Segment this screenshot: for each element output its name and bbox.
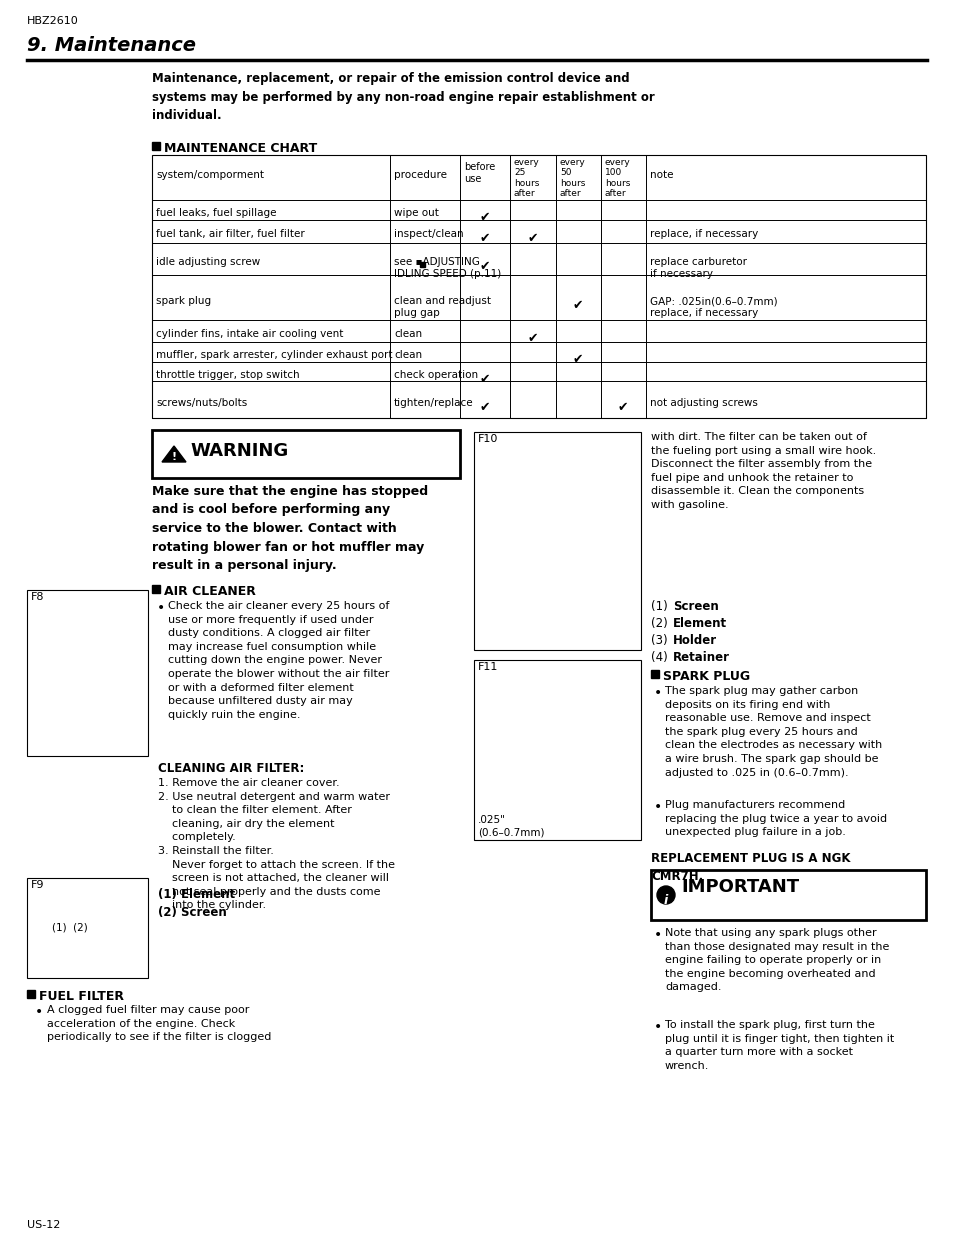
Text: F9: F9	[30, 881, 45, 890]
Text: throttle trigger, stop switch: throttle trigger, stop switch	[156, 370, 299, 380]
Text: •: •	[35, 1005, 43, 1019]
Text: use: use	[463, 174, 481, 184]
Text: clean and readjust
plug gap: clean and readjust plug gap	[394, 296, 491, 319]
Text: Holder: Holder	[672, 634, 717, 647]
Text: replace carburetor
if necessary: replace carburetor if necessary	[649, 257, 746, 279]
Text: check operation: check operation	[394, 370, 477, 380]
Bar	[152, 142, 160, 149]
Text: clean: clean	[394, 350, 421, 359]
Text: Plug manufacturers recommend
replacing the plug twice a year to avoid
unexpected: Plug manufacturers recommend replacing t…	[664, 800, 886, 837]
Text: .025"
(0.6–0.7mm): .025" (0.6–0.7mm)	[477, 815, 544, 837]
Bar	[650, 671, 659, 678]
Text: replace, if necessary: replace, if necessary	[649, 228, 758, 240]
Text: To install the spark plug, first turn the
plug until it is finger tight, then ti: To install the spark plug, first turn th…	[664, 1020, 893, 1071]
Text: A clogged fuel filter may cause poor
acceleration of the engine. Check
periodica: A clogged fuel filter may cause poor acc…	[47, 1005, 271, 1042]
Bar	[27, 878, 148, 978]
Text: every
50
hours
after: every 50 hours after	[559, 158, 585, 198]
Text: muffler, spark arrester, cylinder exhaust port: muffler, spark arrester, cylinder exhaus…	[156, 350, 392, 359]
Text: ✔: ✔	[618, 401, 628, 414]
Text: (3): (3)	[650, 634, 671, 647]
Text: with dirt. The filter can be taken out of
the fueling port using a small wire ho: with dirt. The filter can be taken out o…	[650, 432, 876, 510]
Text: ✔: ✔	[572, 299, 582, 312]
Bar	[152, 430, 459, 478]
Text: FUEL FILTER: FUEL FILTER	[39, 990, 124, 1003]
Text: F10: F10	[477, 433, 497, 445]
Text: ✔: ✔	[479, 261, 490, 273]
Polygon shape	[162, 446, 186, 462]
Text: REPLACEMENT PLUG IS A NGK
CMR7H.: REPLACEMENT PLUG IS A NGK CMR7H.	[650, 852, 850, 883]
Bar	[650, 869, 925, 920]
Text: F8: F8	[30, 592, 45, 601]
Circle shape	[657, 885, 675, 904]
Text: idle adjusting screw: idle adjusting screw	[156, 257, 260, 267]
Text: (1) Element
(2) Screen: (1) Element (2) Screen	[158, 888, 234, 919]
Text: tighten/replace: tighten/replace	[394, 398, 473, 408]
Text: Make sure that the engine has stopped
and is cool before performing any
service : Make sure that the engine has stopped an…	[152, 485, 428, 572]
Text: ✔: ✔	[479, 401, 490, 414]
Text: •: •	[157, 601, 165, 615]
Bar	[27, 590, 148, 756]
Text: fuel leaks, fuel spillage: fuel leaks, fuel spillage	[156, 207, 276, 219]
Text: IMPORTANT: IMPORTANT	[680, 878, 799, 897]
Text: fuel tank, air filter, fuel filter: fuel tank, air filter, fuel filter	[156, 228, 304, 240]
Text: wipe out: wipe out	[394, 207, 438, 219]
Text: AIR CLEANER: AIR CLEANER	[164, 585, 255, 598]
Text: not adjusting screws: not adjusting screws	[649, 398, 757, 408]
Text: spark plug: spark plug	[156, 296, 211, 306]
Text: •: •	[654, 927, 661, 942]
Text: HBZ2610: HBZ2610	[27, 16, 79, 26]
Text: ✔: ✔	[527, 232, 537, 245]
Text: 1. Remove the air cleaner cover.
2. Use neutral detergent and warm water
    to : 1. Remove the air cleaner cover. 2. Use …	[158, 778, 395, 910]
Text: ✔: ✔	[572, 353, 582, 366]
Text: GAP: .025in(0.6–0.7mm)
replace, if necessary: GAP: .025in(0.6–0.7mm) replace, if neces…	[649, 296, 777, 319]
Text: ✔: ✔	[479, 211, 490, 224]
Text: before: before	[463, 162, 495, 172]
Text: every
25
hours
after: every 25 hours after	[514, 158, 539, 198]
Text: cylinder fins, intake air cooling vent: cylinder fins, intake air cooling vent	[156, 329, 343, 338]
Bar	[27, 990, 35, 998]
Text: Check the air cleaner every 25 hours of
use or more frequently if used under
dus: Check the air cleaner every 25 hours of …	[168, 601, 389, 720]
Text: i: i	[663, 893, 667, 906]
Text: ✔: ✔	[479, 373, 490, 387]
Bar	[474, 432, 640, 650]
Text: Retainer: Retainer	[672, 651, 729, 664]
Text: clean: clean	[394, 329, 421, 338]
Text: ✔: ✔	[527, 332, 537, 345]
Text: !: !	[172, 452, 176, 462]
Text: 9. Maintenance: 9. Maintenance	[27, 36, 195, 56]
Text: Element: Element	[672, 618, 726, 630]
Bar	[474, 659, 640, 840]
Text: WARNING: WARNING	[190, 442, 288, 459]
Bar	[152, 585, 160, 593]
Text: (1)  (2): (1) (2)	[52, 923, 88, 932]
Text: •: •	[654, 685, 661, 700]
Bar	[152, 156, 925, 417]
Text: inspect/clean: inspect/clean	[394, 228, 463, 240]
Bar	[419, 262, 424, 267]
Text: Maintenance, replacement, or repair of the emission control device and
systems m: Maintenance, replacement, or repair of t…	[152, 72, 654, 122]
Text: CLEANING AIR FILTER:: CLEANING AIR FILTER:	[158, 762, 304, 776]
Text: SPARK PLUG: SPARK PLUG	[662, 671, 749, 683]
Text: •: •	[654, 1020, 661, 1034]
Text: procedure: procedure	[394, 170, 447, 180]
Text: Screen: Screen	[672, 600, 718, 613]
Text: see ▪ADJUSTING
IDLING SPEED (p.11): see ▪ADJUSTING IDLING SPEED (p.11)	[394, 257, 500, 279]
Text: MAINTENANCE CHART: MAINTENANCE CHART	[164, 142, 317, 156]
Text: screws/nuts/bolts: screws/nuts/bolts	[156, 398, 247, 408]
Text: every
100
hours
after: every 100 hours after	[604, 158, 630, 198]
Text: system/comporment: system/comporment	[156, 170, 264, 180]
Text: (2): (2)	[650, 618, 671, 630]
Text: Note that using any spark plugs other
than those designated may result in the
en: Note that using any spark plugs other th…	[664, 927, 888, 993]
Text: (1): (1)	[650, 600, 671, 613]
Text: F11: F11	[477, 662, 497, 672]
Text: US-12: US-12	[27, 1220, 60, 1230]
Text: •: •	[654, 800, 661, 814]
Text: (4): (4)	[650, 651, 671, 664]
Text: ✔: ✔	[479, 232, 490, 245]
Text: note: note	[649, 170, 673, 180]
Text: The spark plug may gather carbon
deposits on its firing end with
reasonable use.: The spark plug may gather carbon deposit…	[664, 685, 882, 778]
